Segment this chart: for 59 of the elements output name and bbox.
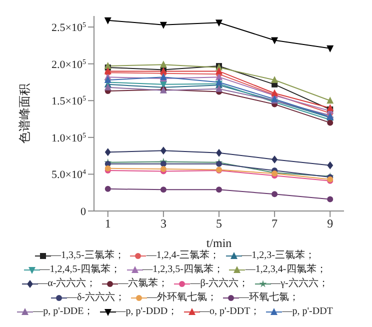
point xyxy=(104,186,111,192)
point xyxy=(216,20,222,27)
point xyxy=(104,17,112,24)
point xyxy=(272,191,278,198)
point xyxy=(272,155,278,164)
point xyxy=(326,96,334,104)
y-tick-label: 1.5×10$^{5}$ xyxy=(52,94,86,108)
y-tick-label: 0 xyxy=(80,206,86,218)
legend-label: —p, p'-DDD； xyxy=(116,305,178,319)
point xyxy=(271,37,278,44)
point xyxy=(327,196,334,202)
point xyxy=(216,67,222,74)
x-tick-label: 7 xyxy=(272,216,278,231)
x-tick-label: 9 xyxy=(327,216,334,231)
point xyxy=(216,160,222,167)
point xyxy=(104,67,112,74)
y-tick-label: 1.0×10$^{5}$ xyxy=(52,131,86,144)
x-tick-label: 5 xyxy=(216,216,222,231)
point xyxy=(326,104,334,111)
legend-label: —1,3,5-三氯苯； xyxy=(50,249,124,263)
legend-label: —1,2,4-三氯苯； xyxy=(146,249,220,263)
legend-label: —1,2,3,4-四氯苯； xyxy=(245,263,326,277)
legend-label: —α-六六六； xyxy=(38,277,96,291)
x-axis-title: t/min xyxy=(206,236,232,250)
legend-label: —γ-六六六； xyxy=(270,277,328,291)
y-axis-title: 色谱峰面积 xyxy=(17,84,32,144)
point xyxy=(326,45,334,52)
point xyxy=(271,76,278,84)
point xyxy=(216,84,222,92)
point xyxy=(216,186,222,193)
point xyxy=(104,76,112,84)
x-tick-label: 3 xyxy=(160,216,166,231)
legend-label: —外环氧七氯； xyxy=(147,291,218,305)
point xyxy=(160,22,167,29)
point xyxy=(327,120,334,126)
legend-label: —六氯苯； xyxy=(118,277,168,291)
legend-label: —1,2,3,5-四氯苯； xyxy=(142,263,224,277)
y-tick-label: 2.0×10$^{5}$ xyxy=(52,58,86,71)
legend-label: —β-六六六； xyxy=(190,277,249,291)
legend-label: —δ-六六六； xyxy=(66,291,126,305)
point xyxy=(327,161,334,170)
legend-label: —1,2,4,5-四氯苯； xyxy=(40,263,121,277)
point xyxy=(160,146,166,155)
point xyxy=(160,60,167,68)
legend-label: —p, p'-DDE； xyxy=(33,305,94,319)
x-tick-label: 1 xyxy=(104,216,111,231)
y-tick-label: 2.5×10$^{5}$ xyxy=(52,21,86,34)
point xyxy=(104,83,112,90)
legend-label: —1,2,3-三氯苯； xyxy=(242,249,316,263)
legend-label: —p, p'-DDT xyxy=(282,305,333,319)
legend-label: —环氧七氯； xyxy=(239,291,300,305)
point xyxy=(160,160,166,167)
legend-label: —o, p'-DDT； xyxy=(200,305,260,319)
point xyxy=(160,186,166,193)
y-tick-label: 5.0×10$^{4}$ xyxy=(52,168,86,182)
point xyxy=(216,78,222,86)
point xyxy=(104,148,111,156)
point xyxy=(216,148,222,157)
point xyxy=(104,165,111,172)
